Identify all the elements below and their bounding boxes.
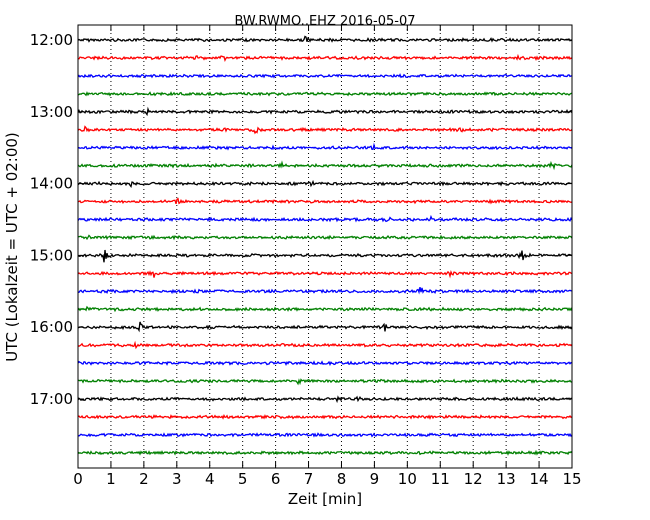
- trace-1530: [77, 287, 573, 295]
- y-tick-label: 14:00: [30, 175, 73, 193]
- x-tick-label: 7: [304, 470, 314, 488]
- y-axis: 12:00 13:00 14:00 15:00 16:00 17:00: [30, 31, 572, 408]
- x-tick-label: 0: [73, 470, 83, 488]
- x-tick-label: 2: [139, 470, 149, 488]
- plot-frame: [77, 24, 573, 469]
- x-tick-label: 4: [205, 470, 215, 488]
- x-tick-label: 13: [497, 470, 516, 488]
- x-tick-label: 11: [431, 470, 450, 488]
- x-tick-label: 15: [562, 470, 581, 488]
- trace-1645: [77, 378, 573, 386]
- trace-1245: [77, 91, 573, 97]
- trace-1430: [77, 214, 573, 223]
- trace-1330: [77, 142, 573, 151]
- x-axis-label: Zeit [min]: [288, 490, 362, 508]
- trace-1730: [77, 432, 573, 438]
- trace-1200: [77, 35, 573, 43]
- trace-1215: [77, 53, 573, 62]
- x-tick-label: 1: [106, 470, 116, 488]
- chart-title: BW.RWMO..EHZ 2016-05-07: [234, 14, 415, 29]
- traces: [77, 35, 573, 456]
- y-tick-label: 17:00: [30, 390, 73, 408]
- y-tick-label: 13:00: [30, 103, 73, 121]
- y-tick-label: 12:00: [30, 31, 73, 49]
- trace-1445: [77, 234, 573, 241]
- trace-1345: [77, 160, 573, 171]
- trace-1615: [77, 340, 573, 350]
- trace-1230: [77, 73, 573, 79]
- x-tick-label: 10: [398, 470, 417, 488]
- x-tick-label: 5: [238, 470, 248, 488]
- trace-1300: [77, 106, 573, 117]
- trace-1545: [77, 305, 573, 313]
- trace-1715: [77, 414, 573, 420]
- x-tick-label: 14: [530, 470, 549, 488]
- x-tick-label: 8: [337, 470, 347, 488]
- trace-1700: [77, 395, 573, 404]
- trace-1630: [77, 360, 573, 367]
- x-tick-label: 6: [271, 470, 281, 488]
- trace-1745: [77, 449, 573, 456]
- vertical-grid: [110, 25, 540, 468]
- trace-1515: [77, 269, 573, 279]
- trace-1500: [77, 249, 573, 263]
- x-tick-label: 12: [464, 470, 483, 488]
- trace-1600: [77, 321, 573, 333]
- x-axis: 0 1 2 3 4 5 6 7 8 9 10 11 12 13 14 15: [73, 25, 582, 488]
- trace-1415: [77, 197, 573, 205]
- y-tick-label: 15:00: [30, 246, 73, 264]
- x-tick-label: 3: [172, 470, 182, 488]
- trace-1315: [77, 125, 573, 135]
- y-tick-label: 16:00: [30, 318, 73, 336]
- trace-1400: [77, 179, 573, 188]
- y-axis-label: UTC (Lokalzeit = UTC + 02:00): [3, 132, 21, 362]
- x-tick-label: 9: [370, 470, 380, 488]
